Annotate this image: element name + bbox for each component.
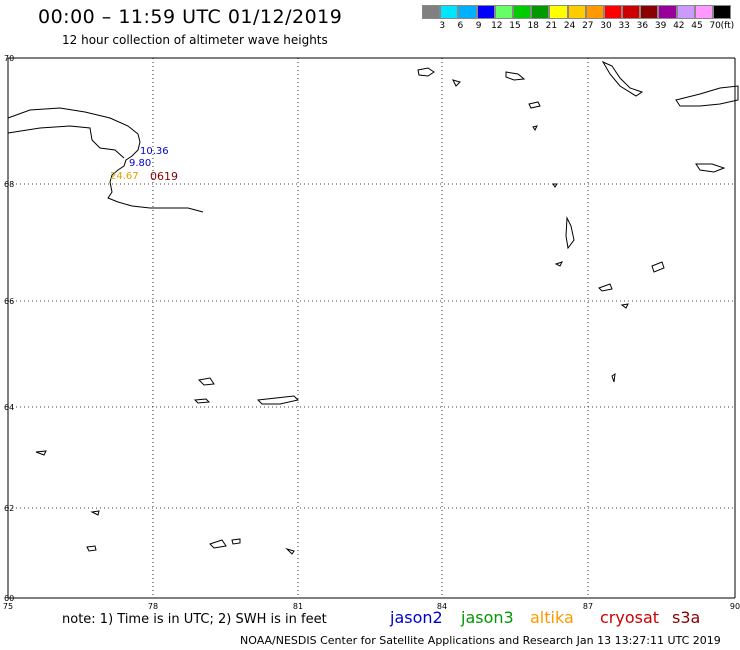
legend-label: 27 [582,21,594,31]
axis-tick-labels: 75 78 81 84 87 90 70 68 66 64 62 60 [3,54,740,611]
map-title: 00:00 – 11:59 UTC 01/12/2019 [38,6,343,28]
island [651,261,665,273]
mainland-coastline [7,107,204,213]
legend-swatch [512,5,532,19]
island [285,547,295,555]
swh-observation-label: 0619 [150,170,178,183]
satellite-label-jason2: jason2 [390,608,443,627]
island [552,183,558,188]
legend-swatch [458,5,477,19]
lon-tick-label: 90 [730,602,740,611]
legend-label: 12 [491,21,503,31]
island [505,71,526,81]
swh-observation-label: 10.36 [140,146,169,157]
satellite-label-altika: altika [530,608,574,627]
map-subtitle: 12 hour collection of altimeter wave hei… [62,33,328,47]
satellite-label-s3a: s3a [672,608,701,627]
lon-tick-label: 78 [148,602,158,611]
legend-swatch [622,5,641,19]
lon-tick-label: 84 [437,602,447,611]
legend-swatch [494,5,513,19]
island [554,261,563,267]
legend-label: 6 [457,21,464,31]
island [601,60,644,97]
legend-label: 9 [475,21,482,31]
island [231,538,241,545]
legend-label: 45 [691,21,703,31]
legend-swatch [422,5,441,19]
legend-label: 24 [563,21,576,31]
lat-tick-label: 66 [4,297,14,306]
satellite-label-cryosat: cryosat [600,608,660,627]
coastlines [7,60,739,555]
island [695,163,726,173]
island [620,303,629,309]
island [528,101,541,109]
legend-label: 3 [439,21,446,31]
wave-height-observations: 10.369.80 24.67 0619 [110,146,178,183]
legend-swatch [676,5,695,19]
lat-tick-label: 68 [4,180,14,189]
legend-swatch [640,5,659,19]
island [452,79,461,87]
island [565,216,575,250]
island [197,377,215,386]
legend-label: 15 [509,21,521,31]
legend-swatch [603,5,623,19]
legend-label: 42 [673,21,685,31]
legend-labels: 3 6 9 12 15 18 21 24 27 30 33 36 39 42 45 70 (ft) [422,19,740,33]
island [35,450,47,456]
credit-line: NOAA/NESDIS Center for Satellite Applica… [240,634,721,647]
lon-tick-label: 81 [293,602,303,611]
satellite-label-jason3: jason3 [461,608,514,627]
legend-swatch [713,5,732,19]
legend-swatch [440,5,459,19]
legend-label: 30 [600,21,612,31]
legend-label: 39 [654,21,667,31]
island [209,539,227,549]
legend-swatch [476,5,495,19]
lon-tick-label: 87 [583,602,593,611]
legend-swatches [422,5,740,19]
lat-tick-label: 64 [4,403,14,412]
legend-swatch [549,5,568,19]
legend-swatch [585,5,604,19]
island [611,372,616,383]
legend-label: 36 [636,21,649,31]
legend-swatch [531,5,550,19]
wave-height-legend: 3 6 9 12 15 18 21 24 27 30 33 36 39 42 45 70 (ft) [422,5,740,33]
legend-swatch [567,5,586,19]
island [86,545,97,552]
legend-label: 33 [618,21,630,31]
lat-lon-grid [7,57,736,599]
legend-swatch [694,5,713,19]
island [675,85,739,107]
legend-label: 18 [527,21,539,31]
lat-tick-label: 70 [4,54,14,63]
island [417,67,435,77]
legend-label: 70 [709,21,721,31]
legend-swatch [658,5,677,19]
swh-observation-label: 9.80 [129,158,151,169]
island [90,510,100,516]
lat-tick-label: 62 [4,504,14,513]
swh-observation-label: 24.67 [110,171,139,182]
footnote: note: 1) Time is in UTC; 2) SWH is in fe… [62,612,327,627]
legend-unit: (ft) [720,21,735,31]
lon-tick-label: 75 [3,602,13,611]
island [598,283,613,292]
lat-tick-label: 60 [4,594,14,603]
legend-label: 21 [545,21,558,31]
island [193,398,211,404]
island [532,125,538,131]
island [256,395,299,405]
